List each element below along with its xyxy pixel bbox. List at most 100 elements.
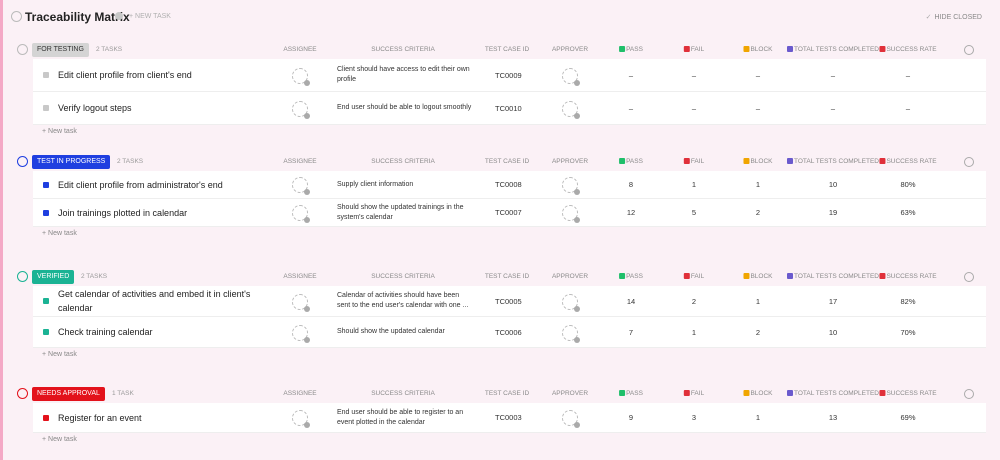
task-status-dot — [43, 414, 49, 421]
column-label: ASSIGNEE — [283, 46, 317, 53]
task-row[interactable]: Check training calendar Should show the u… — [33, 317, 986, 348]
block-value: 1 — [755, 413, 761, 422]
fail-value: 5 — [691, 208, 697, 217]
task-name[interactable]: Check training calendar — [58, 327, 153, 337]
column-label: PASS — [626, 273, 643, 280]
rate-value: – — [905, 103, 911, 113]
assignee-avatar[interactable] — [292, 293, 310, 312]
assignee-avatar[interactable] — [292, 324, 310, 343]
total-value: 17 — [828, 296, 838, 306]
assignee-avatar[interactable] — [292, 410, 310, 428]
column-label: TOTAL TESTS COMPLETED — [794, 273, 879, 280]
add-column[interactable] — [964, 389, 974, 399]
task-row[interactable]: Get calendar of activities and embed it … — [33, 286, 986, 317]
rate-value: 80% — [900, 180, 916, 189]
group-toggle[interactable] — [17, 388, 28, 399]
task-name[interactable]: Edit client profile from client's end — [58, 70, 192, 80]
success-criteria: Should show the updated trainings in the… — [337, 203, 464, 221]
task-row[interactable]: Register for an event End user should be … — [33, 403, 986, 433]
block-value: – — [755, 70, 761, 80]
column-icon — [743, 390, 750, 396]
task-name[interactable]: Register for an event — [58, 412, 142, 423]
column-label: SUCCESS RATE — [886, 158, 937, 165]
column-icon — [683, 158, 690, 164]
new-task-row[interactable]: + New task — [42, 230, 77, 237]
group-toggle[interactable] — [17, 271, 28, 282]
task-count: 1 TASK — [112, 390, 134, 397]
column-label: APPROVER — [551, 273, 589, 280]
column-header: TOTAL TESTS COMPLETED — [787, 390, 879, 397]
total-value: – — [830, 103, 836, 113]
column-header: ASSIGNEE — [283, 273, 316, 280]
new-task-row[interactable]: + New task — [42, 436, 77, 443]
test-case-id: TC0008 — [495, 180, 522, 189]
column-header: TEST CASE ID — [485, 46, 529, 53]
column-header: PASS — [619, 46, 643, 53]
column-icon — [619, 46, 626, 52]
column-header: TOTAL TESTS COMPLETED — [787, 46, 879, 53]
pass-value: – — [628, 70, 634, 80]
task-name[interactable]: Edit client profile from administrator's… — [58, 179, 223, 190]
column-header: APPROVER — [552, 390, 588, 397]
task-status-dot — [43, 181, 49, 188]
column-icon — [787, 46, 793, 52]
column-icon — [879, 390, 886, 396]
column-header: FAIL — [683, 390, 704, 397]
column-label: BLOCK — [750, 273, 773, 280]
approver-avatar[interactable] — [562, 324, 580, 343]
column-label: SUCCESS RATE — [886, 390, 937, 397]
column-label: SUCCESS RATE — [886, 46, 937, 53]
block-value: 2 — [755, 208, 761, 217]
add-column[interactable] — [964, 272, 974, 282]
column-label: TOTAL TESTS COMPLETED — [794, 158, 879, 165]
info-icon[interactable] — [115, 12, 123, 20]
collapse-icon[interactable] — [11, 11, 22, 22]
approver-avatar[interactable] — [562, 410, 580, 428]
column-icon — [879, 273, 886, 279]
new-task-row[interactable]: + New task — [42, 351, 77, 358]
column-header: SUCCESS CRITERIA — [371, 273, 435, 280]
column-icon — [743, 273, 750, 279]
task-name[interactable]: Get calendar of activities and embed it … — [58, 289, 251, 313]
approver-avatar[interactable] — [562, 177, 580, 195]
column-header: SUCCESS CRITERIA — [371, 46, 435, 53]
new-task-button[interactable]: + NEW TASK — [129, 13, 171, 20]
pass-value: – — [628, 103, 634, 113]
approver-avatar[interactable] — [562, 293, 580, 312]
task-row[interactable]: Edit client profile from client's end Cli… — [33, 59, 986, 92]
task-row[interactable]: Verify logout steps End user should be ab… — [33, 92, 986, 125]
group-toggle[interactable] — [17, 156, 28, 167]
hide-closed-button[interactable]: ✓ HIDE CLOSED — [925, 14, 982, 21]
task-row[interactable]: Join trainings plotted in calendar Should… — [33, 199, 986, 227]
task-count: 2 TASKS — [96, 46, 123, 53]
approver-avatar[interactable] — [562, 205, 580, 223]
fail-value: – — [691, 70, 697, 80]
task-status-dot — [43, 298, 49, 304]
approver-avatar[interactable] — [562, 67, 580, 86]
total-value: 19 — [828, 208, 838, 217]
rate-value: 70% — [900, 327, 916, 337]
assignee-avatar[interactable] — [292, 205, 310, 223]
group-toggle[interactable] — [17, 44, 28, 55]
task-row[interactable]: Edit client profile from administrator's… — [33, 171, 986, 199]
add-column[interactable] — [964, 157, 974, 167]
assignee-avatar[interactable] — [292, 67, 310, 86]
column-label: APPROVER — [551, 390, 589, 397]
new-task-row[interactable]: + New task — [42, 128, 77, 135]
column-label: PASS — [626, 46, 643, 53]
column-header: SUCCESS CRITERIA — [371, 158, 435, 165]
task-name[interactable]: Join trainings plotted in calendar — [58, 207, 188, 218]
rate-value: – — [905, 70, 911, 80]
assignee-avatar[interactable] — [292, 100, 310, 119]
approver-avatar[interactable] — [562, 100, 580, 119]
pass-value: 14 — [626, 296, 636, 306]
add-column[interactable] — [964, 45, 974, 55]
column-label: PASS — [626, 158, 643, 165]
task-count: 2 TASKS — [81, 273, 108, 280]
column-header: PASS — [619, 273, 643, 280]
column-label: BLOCK — [750, 158, 773, 165]
assignee-avatar[interactable] — [292, 177, 310, 195]
column-label: BLOCK — [750, 46, 773, 53]
task-name[interactable]: Verify logout steps — [58, 103, 132, 113]
